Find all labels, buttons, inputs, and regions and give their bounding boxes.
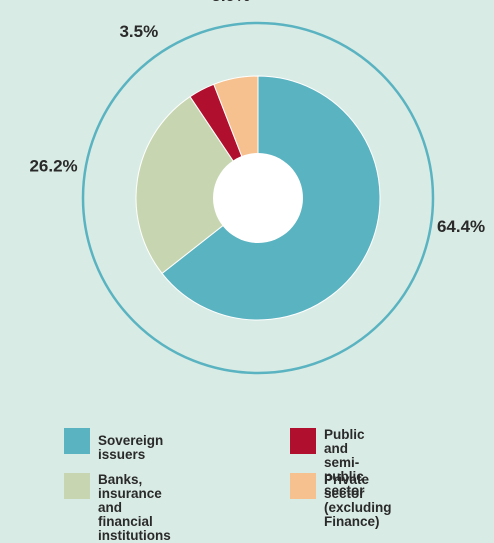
legend-swatch — [64, 473, 90, 499]
pie-slice-1 — [135, 95, 259, 275]
legend-swatch — [290, 428, 316, 454]
legend-label: Public and semi-public sector — [324, 427, 365, 498]
slice-value-label-3: 5.9% — [211, 0, 250, 5]
legend-label: Banks, insurance and financial institutio… — [98, 472, 171, 543]
donut-chart: 64.4% 26.2% 3.5% 5.9% — [29, 0, 485, 375]
outer-ring — [81, 21, 435, 375]
legend-swatch — [64, 428, 90, 454]
donut-hole — [213, 153, 303, 243]
legend-label: Sovereign issuers — [98, 433, 164, 462]
legend-swatch — [290, 473, 316, 499]
legend-label: Private sector (excluding Finance) — [324, 472, 392, 529]
slice-value-label-1: 26.2% — [29, 157, 77, 176]
slice-value-label-2: 3.5% — [119, 22, 158, 41]
slice-value-label-0: 64.4% — [437, 217, 485, 236]
